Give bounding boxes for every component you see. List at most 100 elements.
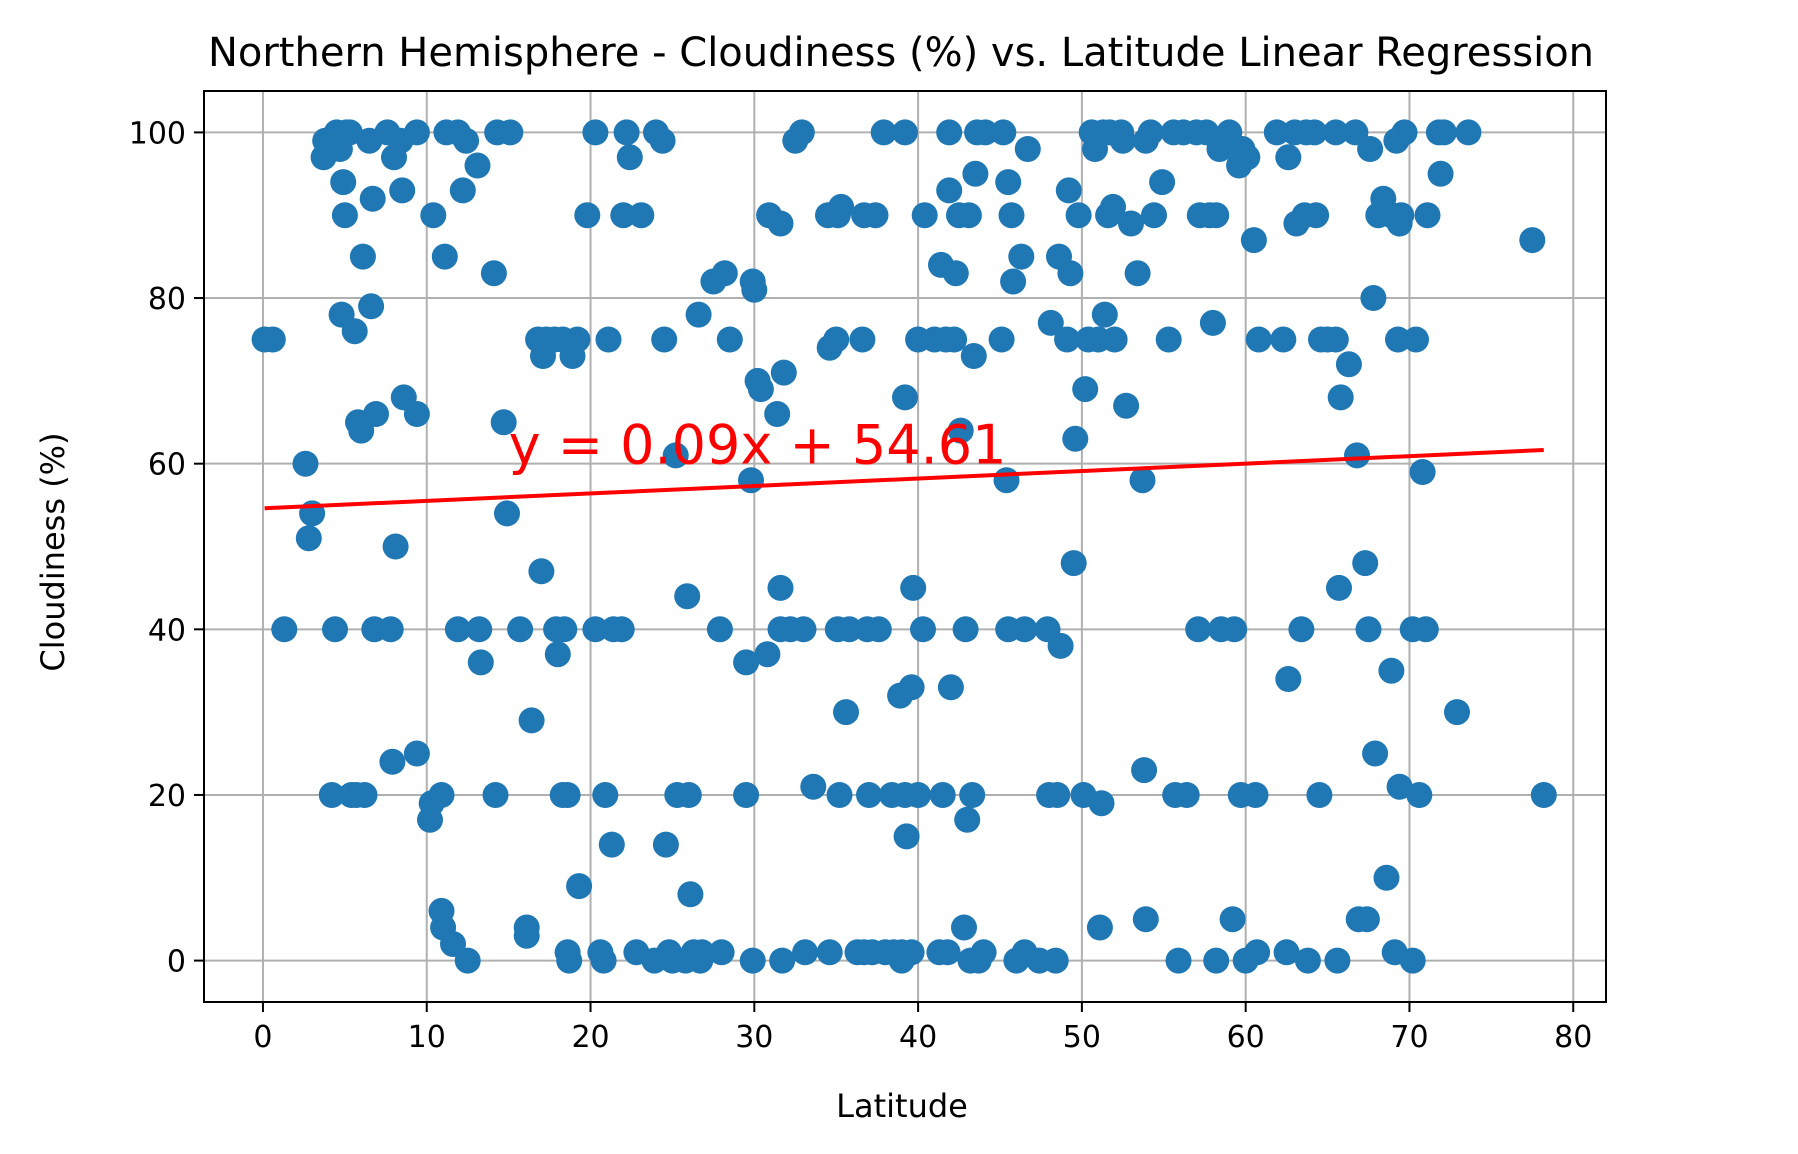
data-point <box>1530 782 1557 808</box>
data-point <box>1263 119 1290 146</box>
data-point <box>1113 392 1140 419</box>
data-point <box>1245 326 1272 353</box>
data-point <box>377 616 404 643</box>
data-point <box>490 409 517 436</box>
data-point <box>1385 326 1411 353</box>
data-point <box>518 707 545 734</box>
data-point <box>564 326 591 353</box>
data-point <box>482 782 509 808</box>
y-tick-label: 0 <box>167 945 186 980</box>
data-point <box>616 144 643 171</box>
y-tick-label: 100 <box>129 116 186 151</box>
data-point <box>947 417 974 444</box>
data-point <box>1352 550 1379 577</box>
data-point <box>1155 326 1182 353</box>
data-point <box>1060 550 1087 577</box>
data-point <box>674 583 701 610</box>
data-point <box>951 914 977 941</box>
data-point <box>1047 632 1074 659</box>
data-point <box>959 782 986 808</box>
data-point <box>685 301 712 328</box>
data-point <box>336 119 363 146</box>
data-point <box>1137 119 1164 146</box>
data-point <box>444 616 471 643</box>
data-point <box>677 881 704 908</box>
data-point <box>358 293 385 320</box>
data-point <box>733 782 760 808</box>
data-point <box>454 947 481 974</box>
data-point <box>1444 699 1470 726</box>
data-point <box>942 260 969 287</box>
data-point <box>1275 666 1302 692</box>
data-point <box>954 806 981 833</box>
data-points <box>251 119 1557 974</box>
data-point <box>574 202 601 229</box>
data-point <box>911 202 938 229</box>
data-point <box>480 260 507 287</box>
data-point <box>1391 119 1418 146</box>
data-point <box>1344 442 1370 469</box>
data-point <box>1294 947 1321 974</box>
data-point <box>767 574 794 601</box>
data-point <box>962 160 989 187</box>
data-point <box>331 202 358 229</box>
data-point <box>862 202 889 229</box>
data-point <box>554 782 581 808</box>
data-point <box>1455 119 1482 146</box>
data-point <box>556 947 583 974</box>
data-point <box>649 127 676 154</box>
data-point <box>769 947 796 974</box>
data-point <box>1403 326 1429 353</box>
data-point <box>898 674 925 701</box>
data-point <box>936 119 963 146</box>
data-point <box>318 782 345 808</box>
data-point <box>1173 782 1200 808</box>
data-point <box>590 947 617 974</box>
data-point <box>1301 119 1328 146</box>
x-tick-label: 60 <box>1227 1020 1265 1055</box>
data-point <box>403 740 430 767</box>
data-point <box>1057 260 1084 287</box>
data-point <box>1203 202 1230 229</box>
data-point <box>431 243 458 270</box>
data-point <box>389 177 416 204</box>
data-point <box>1088 790 1115 817</box>
y-tick-label: 60 <box>148 448 186 483</box>
x-tick-label: 30 <box>735 1020 773 1055</box>
data-point <box>708 939 735 966</box>
data-point <box>1273 939 1300 966</box>
data-point <box>628 202 655 229</box>
data-point <box>598 831 625 858</box>
data-point <box>1199 309 1226 336</box>
data-point <box>1322 326 1349 353</box>
data-point <box>467 649 494 676</box>
data-point <box>764 401 791 427</box>
data-point <box>675 782 702 808</box>
data-point <box>1373 864 1400 891</box>
data-point <box>892 119 918 146</box>
data-point <box>790 616 817 643</box>
data-point <box>739 947 766 974</box>
data-point <box>792 939 819 966</box>
data-point <box>1118 210 1144 237</box>
data-point <box>1414 202 1441 229</box>
data-point <box>1185 616 1212 643</box>
data-point <box>1072 376 1099 403</box>
data-point <box>1219 906 1246 933</box>
y-tick-label: 20 <box>148 779 186 814</box>
data-point <box>1306 782 1333 808</box>
data-point <box>836 616 863 643</box>
x-tick-label: 70 <box>1390 1020 1428 1055</box>
data-point <box>960 343 987 369</box>
y-tick-label: 40 <box>148 613 186 648</box>
data-point <box>706 616 733 643</box>
x-tick-label: 20 <box>571 1020 609 1055</box>
data-point <box>1362 740 1389 767</box>
regression-line <box>264 448 1544 511</box>
data-point <box>379 748 406 775</box>
data-point <box>1386 773 1413 800</box>
data-point <box>828 193 855 220</box>
x-tick-label: 80 <box>1554 1020 1592 1055</box>
data-point <box>322 616 348 643</box>
